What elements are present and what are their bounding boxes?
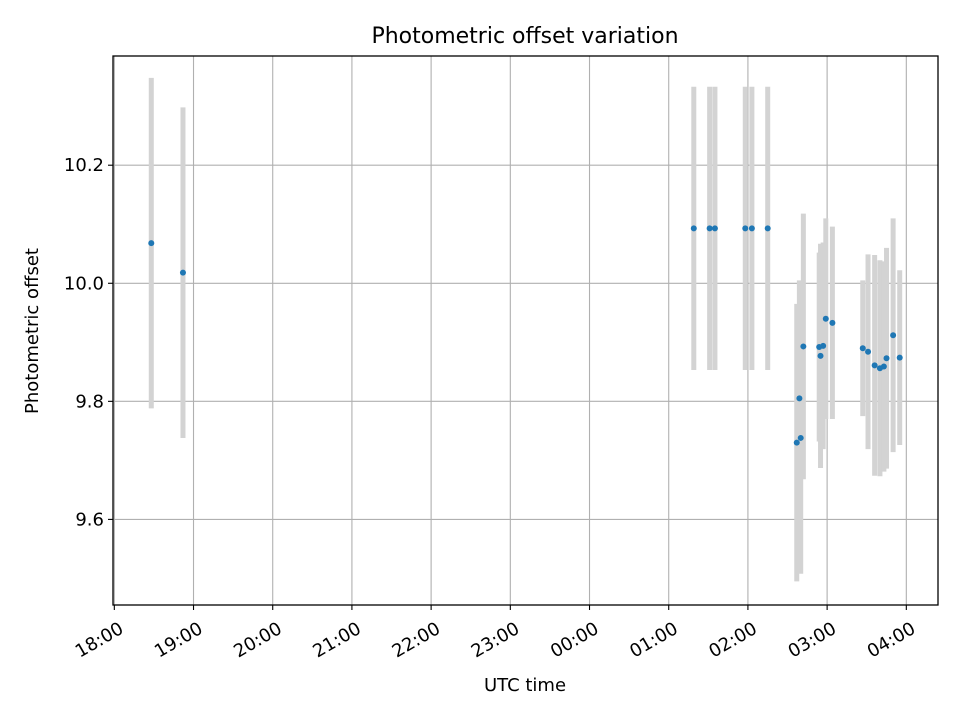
data-point [896, 354, 903, 361]
data-point [711, 225, 718, 232]
y-axis-ticks: 9.6 9.8 10.0 10.2 [64, 155, 113, 530]
data-point [800, 343, 807, 350]
data-point [859, 345, 866, 352]
data-point [179, 269, 186, 276]
data-point [764, 225, 771, 232]
data-point [871, 362, 878, 369]
data-points [148, 225, 903, 446]
data-point [797, 434, 804, 441]
data-point [883, 355, 890, 362]
data-point [742, 225, 749, 232]
y-axis-label: Photometric offset [22, 248, 43, 414]
data-point [148, 240, 155, 247]
data-point [796, 395, 803, 402]
data-point [748, 225, 755, 232]
data-point [706, 225, 713, 232]
y-tick-label: 9.6 [75, 509, 104, 530]
data-point [865, 348, 872, 355]
data-point [817, 352, 824, 359]
x-axis-label: UTC time [484, 675, 566, 696]
data-point [793, 439, 800, 446]
data-point [690, 225, 697, 232]
y-tick-label: 10.2 [64, 155, 104, 176]
chart-title: Photometric offset variation [371, 24, 678, 49]
y-tick-label: 9.8 [75, 391, 104, 412]
data-point [820, 342, 827, 349]
plot-frame [112, 55, 939, 606]
data-point [822, 315, 829, 322]
data-point [880, 363, 887, 370]
data-point [829, 319, 836, 326]
y-tick-label: 10.0 [64, 273, 104, 294]
data-point [890, 332, 897, 339]
